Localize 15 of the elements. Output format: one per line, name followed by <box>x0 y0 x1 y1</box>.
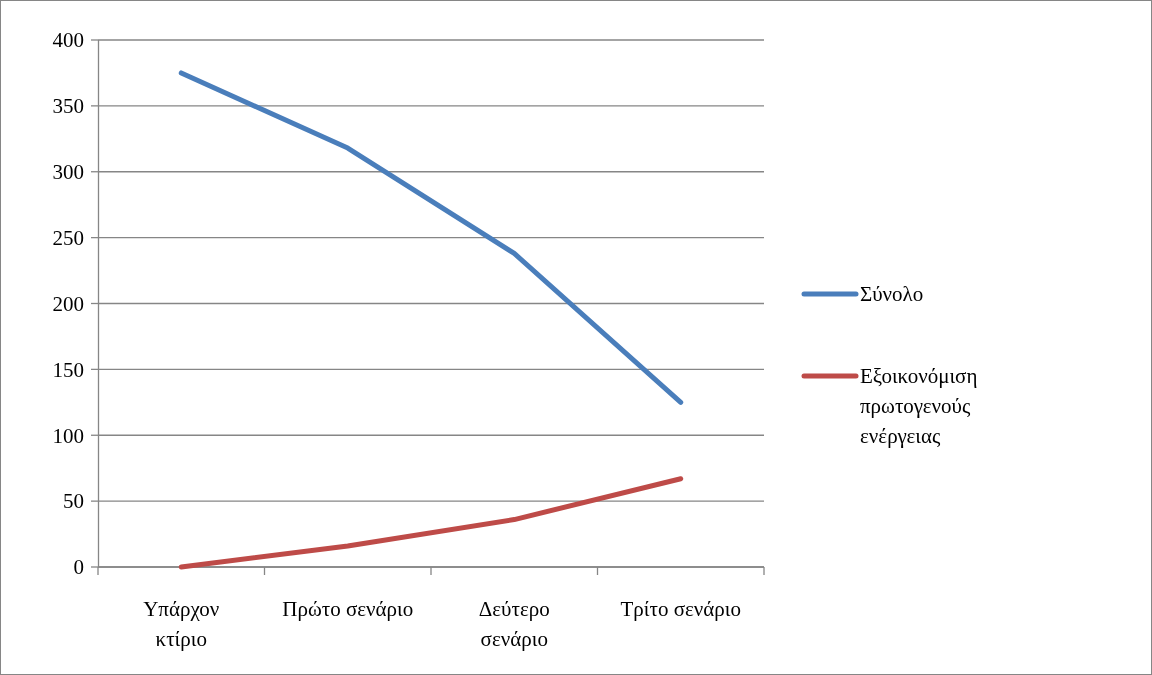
x-tick-label: Τρίτο σενάριο <box>620 597 741 621</box>
y-tick-label: 400 <box>52 28 84 53</box>
legend-label: Εξοικονόμιση πρωτογενούς ενέργειας <box>860 364 978 449</box>
y-tick-label: 350 <box>52 94 84 119</box>
y-tick-label: 300 <box>52 160 84 185</box>
y-tick-label: 200 <box>52 291 84 316</box>
legend-label: Σύνολο <box>860 282 924 307</box>
y-tick-label: 150 <box>52 357 84 382</box>
y-tick-label: 100 <box>52 423 84 448</box>
y-tick-label: 50 <box>63 489 84 514</box>
y-tick-label: 250 <box>52 225 84 250</box>
x-tick-label: Πρώτο σενάριο <box>282 597 414 621</box>
x-tick-label: Υπάρχον κτίριο <box>143 597 220 651</box>
x-tick-label: Δεύτερο σενάριο <box>478 597 550 651</box>
y-tick-label: 0 <box>73 555 84 580</box>
